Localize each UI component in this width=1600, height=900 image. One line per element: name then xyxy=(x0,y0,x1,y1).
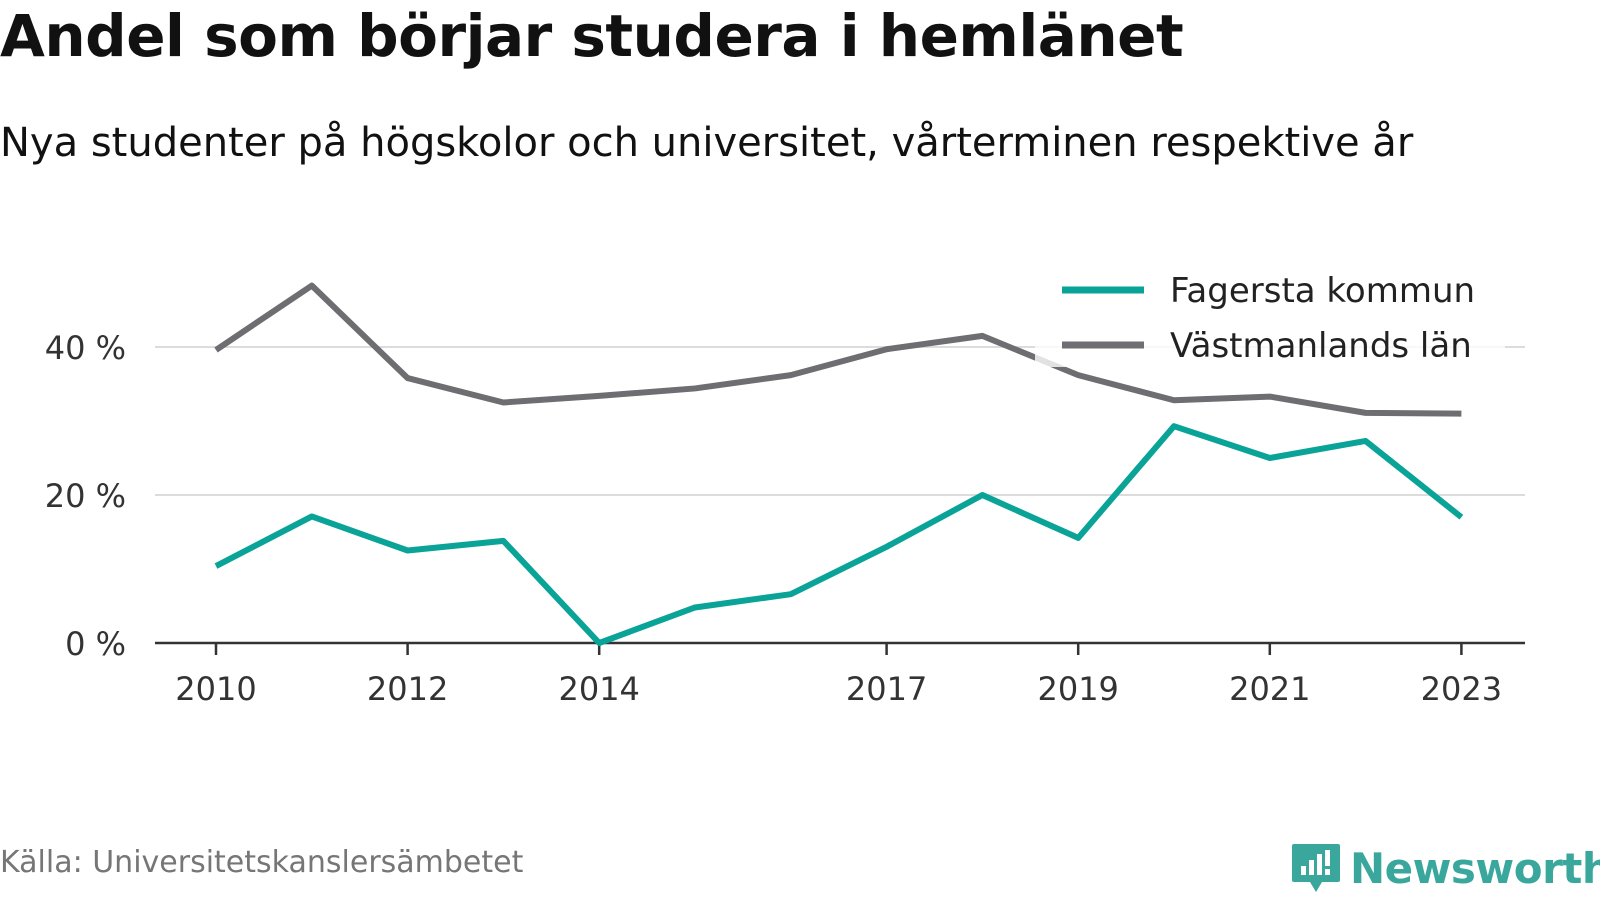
y-tick-label: 0 % xyxy=(65,625,126,663)
source-note: Källa: Universitetskanslersämbetet xyxy=(0,845,524,880)
series-line-västmanlands-län xyxy=(214,282,1462,417)
x-tick-label: 2017 xyxy=(846,670,927,708)
y-tick-label: 40 % xyxy=(45,329,126,367)
x-tick-label: 2014 xyxy=(558,670,639,708)
x-tick-label: 2012 xyxy=(367,670,448,708)
series-lines xyxy=(214,282,1464,646)
bar-chart-speech-bubble-icon xyxy=(1292,844,1340,892)
x-axis: 2010 2012 2014 2017 2019 2021 2023 xyxy=(155,641,1525,708)
legend-background xyxy=(1035,262,1505,367)
legend-label: Fagersta kommun xyxy=(1170,271,1475,311)
gridlines xyxy=(155,346,1525,496)
series-line-fagersta-kommun xyxy=(214,423,1464,646)
x-tick-label: 2019 xyxy=(1037,670,1118,708)
x-tick-label: 2023 xyxy=(1421,670,1502,708)
legend: Fagersta kommun Västmanlands län xyxy=(1035,262,1505,367)
brand-name: Newsworthy xyxy=(1350,843,1600,893)
y-tick-label: 20 % xyxy=(45,477,126,515)
newsworthy-logo: Newsworthy xyxy=(1290,842,1600,894)
x-tick-label: 2021 xyxy=(1229,670,1310,708)
chart-title: Andel som börjar studera i hemlänet xyxy=(0,2,1184,70)
chart-subtitle: Nya studenter på högskolor och universit… xyxy=(0,120,1414,166)
x-tick-label: 2010 xyxy=(175,670,256,708)
legend-label: Västmanlands län xyxy=(1170,326,1472,366)
y-axis-ticks: 0 % 20 % 40 % xyxy=(45,329,126,663)
